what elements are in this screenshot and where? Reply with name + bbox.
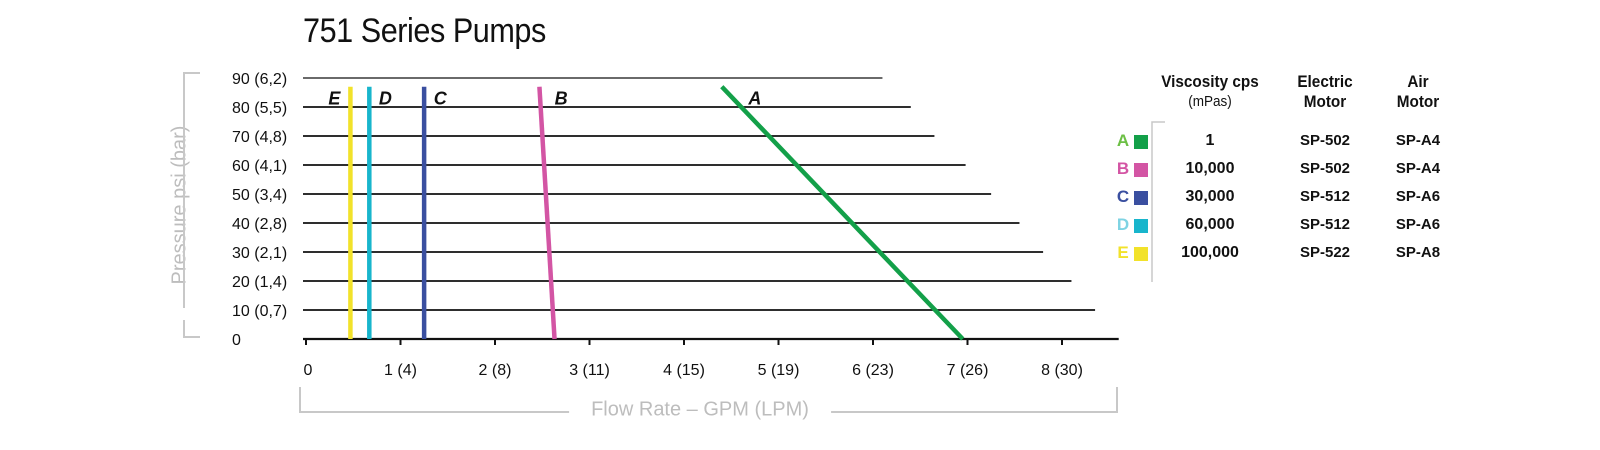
y-tick-label: 80 (5,5): [232, 100, 287, 117]
legend-air-motor-value: SP-A4: [1395, 160, 1441, 177]
legend-letter: A: [1116, 131, 1130, 150]
legend-swatch: [1134, 163, 1148, 177]
y-axis-bracket-top: [183, 72, 200, 308]
legend-bracket: [1151, 121, 1165, 282]
legend-header-electric-line1: Electric: [1297, 72, 1353, 91]
x-axis-label: Flow Rate – GPM (LPM): [569, 398, 831, 422]
legend-viscosity-value: 1: [1205, 132, 1215, 149]
y-tick-label: 10 (0,7): [232, 303, 287, 320]
legend-header-air-line2: Motor: [1396, 92, 1440, 111]
legend-header-electric-line2: Motor: [1303, 92, 1347, 111]
legend-air-motor-value: SP-A6: [1395, 216, 1441, 233]
x-tick-label: 6 (23): [852, 362, 894, 379]
legend-electric-motor-value: SP-502: [1299, 132, 1351, 149]
legend-viscosity-value: 60,000: [1185, 216, 1235, 233]
series-label-d: D: [379, 88, 392, 108]
legend-electric-motor-value: SP-512: [1299, 216, 1351, 233]
x-tick-label: 4 (15): [663, 362, 705, 379]
legend-electric-motor-value: SP-522: [1299, 244, 1351, 261]
x-tick-label: 5 (19): [758, 362, 800, 379]
series-label-e: E: [328, 88, 341, 108]
series-line-b: [537, 86, 557, 340]
y-tick-label: 60 (4,1): [232, 158, 287, 175]
y-tick-label: 20 (1,4): [232, 274, 287, 291]
y-axis-bracket-bottom: [183, 320, 200, 338]
series-line-a: [720, 85, 965, 341]
legend-header-electric: Electric Motor: [1276, 72, 1375, 112]
legend-header-viscosity: Viscosity cps (mPas): [1156, 72, 1264, 112]
legend-viscosity-value: 100,000: [1181, 244, 1239, 261]
legend-swatch: [1134, 247, 1148, 261]
legend-header-viscosity-text: Viscosity cps: [1161, 72, 1259, 91]
legend-viscosity-value: 10,000: [1185, 160, 1235, 177]
y-tick-label: 30 (2,1): [232, 245, 287, 262]
y-tick-label: 40 (2,8): [232, 216, 287, 233]
legend-header-viscosity-unit: (mPas): [1188, 93, 1232, 110]
legend-air-motor-value: SP-A4: [1395, 132, 1441, 149]
legend-swatch: [1134, 219, 1148, 233]
legend-letter: B: [1116, 159, 1130, 178]
y-tick-label: 50 (3,4): [232, 187, 287, 204]
x-tick-label: 7 (26): [947, 362, 989, 379]
x-tick-label: 3 (11): [569, 362, 610, 379]
x-tick-label: 0: [304, 362, 313, 379]
legend-electric-motor-value: SP-512: [1299, 188, 1351, 205]
chart-title: 751 Series Pumps: [303, 12, 546, 50]
x-tick-label: 8 (30): [1041, 362, 1083, 379]
legend-header-air: Air Motor: [1373, 72, 1463, 112]
y-tick-label: 0: [232, 332, 241, 349]
legend-swatch: [1134, 191, 1148, 205]
y-tick-label: 90 (6,2): [232, 71, 287, 88]
series-label-b: B: [555, 88, 568, 108]
legend-air-motor-value: SP-A6: [1395, 188, 1441, 205]
legend-letter: D: [1116, 215, 1130, 234]
legend-swatch: [1134, 135, 1148, 149]
series-label-a: A: [747, 88, 761, 108]
series-label-c: C: [434, 88, 448, 108]
legend-air-motor-value: SP-A8: [1395, 244, 1441, 261]
y-tick-label: 70 (4,8): [232, 129, 287, 146]
legend-letter: E: [1117, 243, 1129, 262]
x-tick-label: 2 (8): [479, 362, 512, 379]
legend-viscosity-value: 30,000: [1185, 188, 1235, 205]
legend-letter: C: [1116, 187, 1130, 206]
legend-electric-motor-value: SP-502: [1299, 160, 1351, 177]
x-tick-label: 1 (4): [384, 362, 417, 379]
legend-header-air-line1: Air: [1407, 72, 1429, 91]
